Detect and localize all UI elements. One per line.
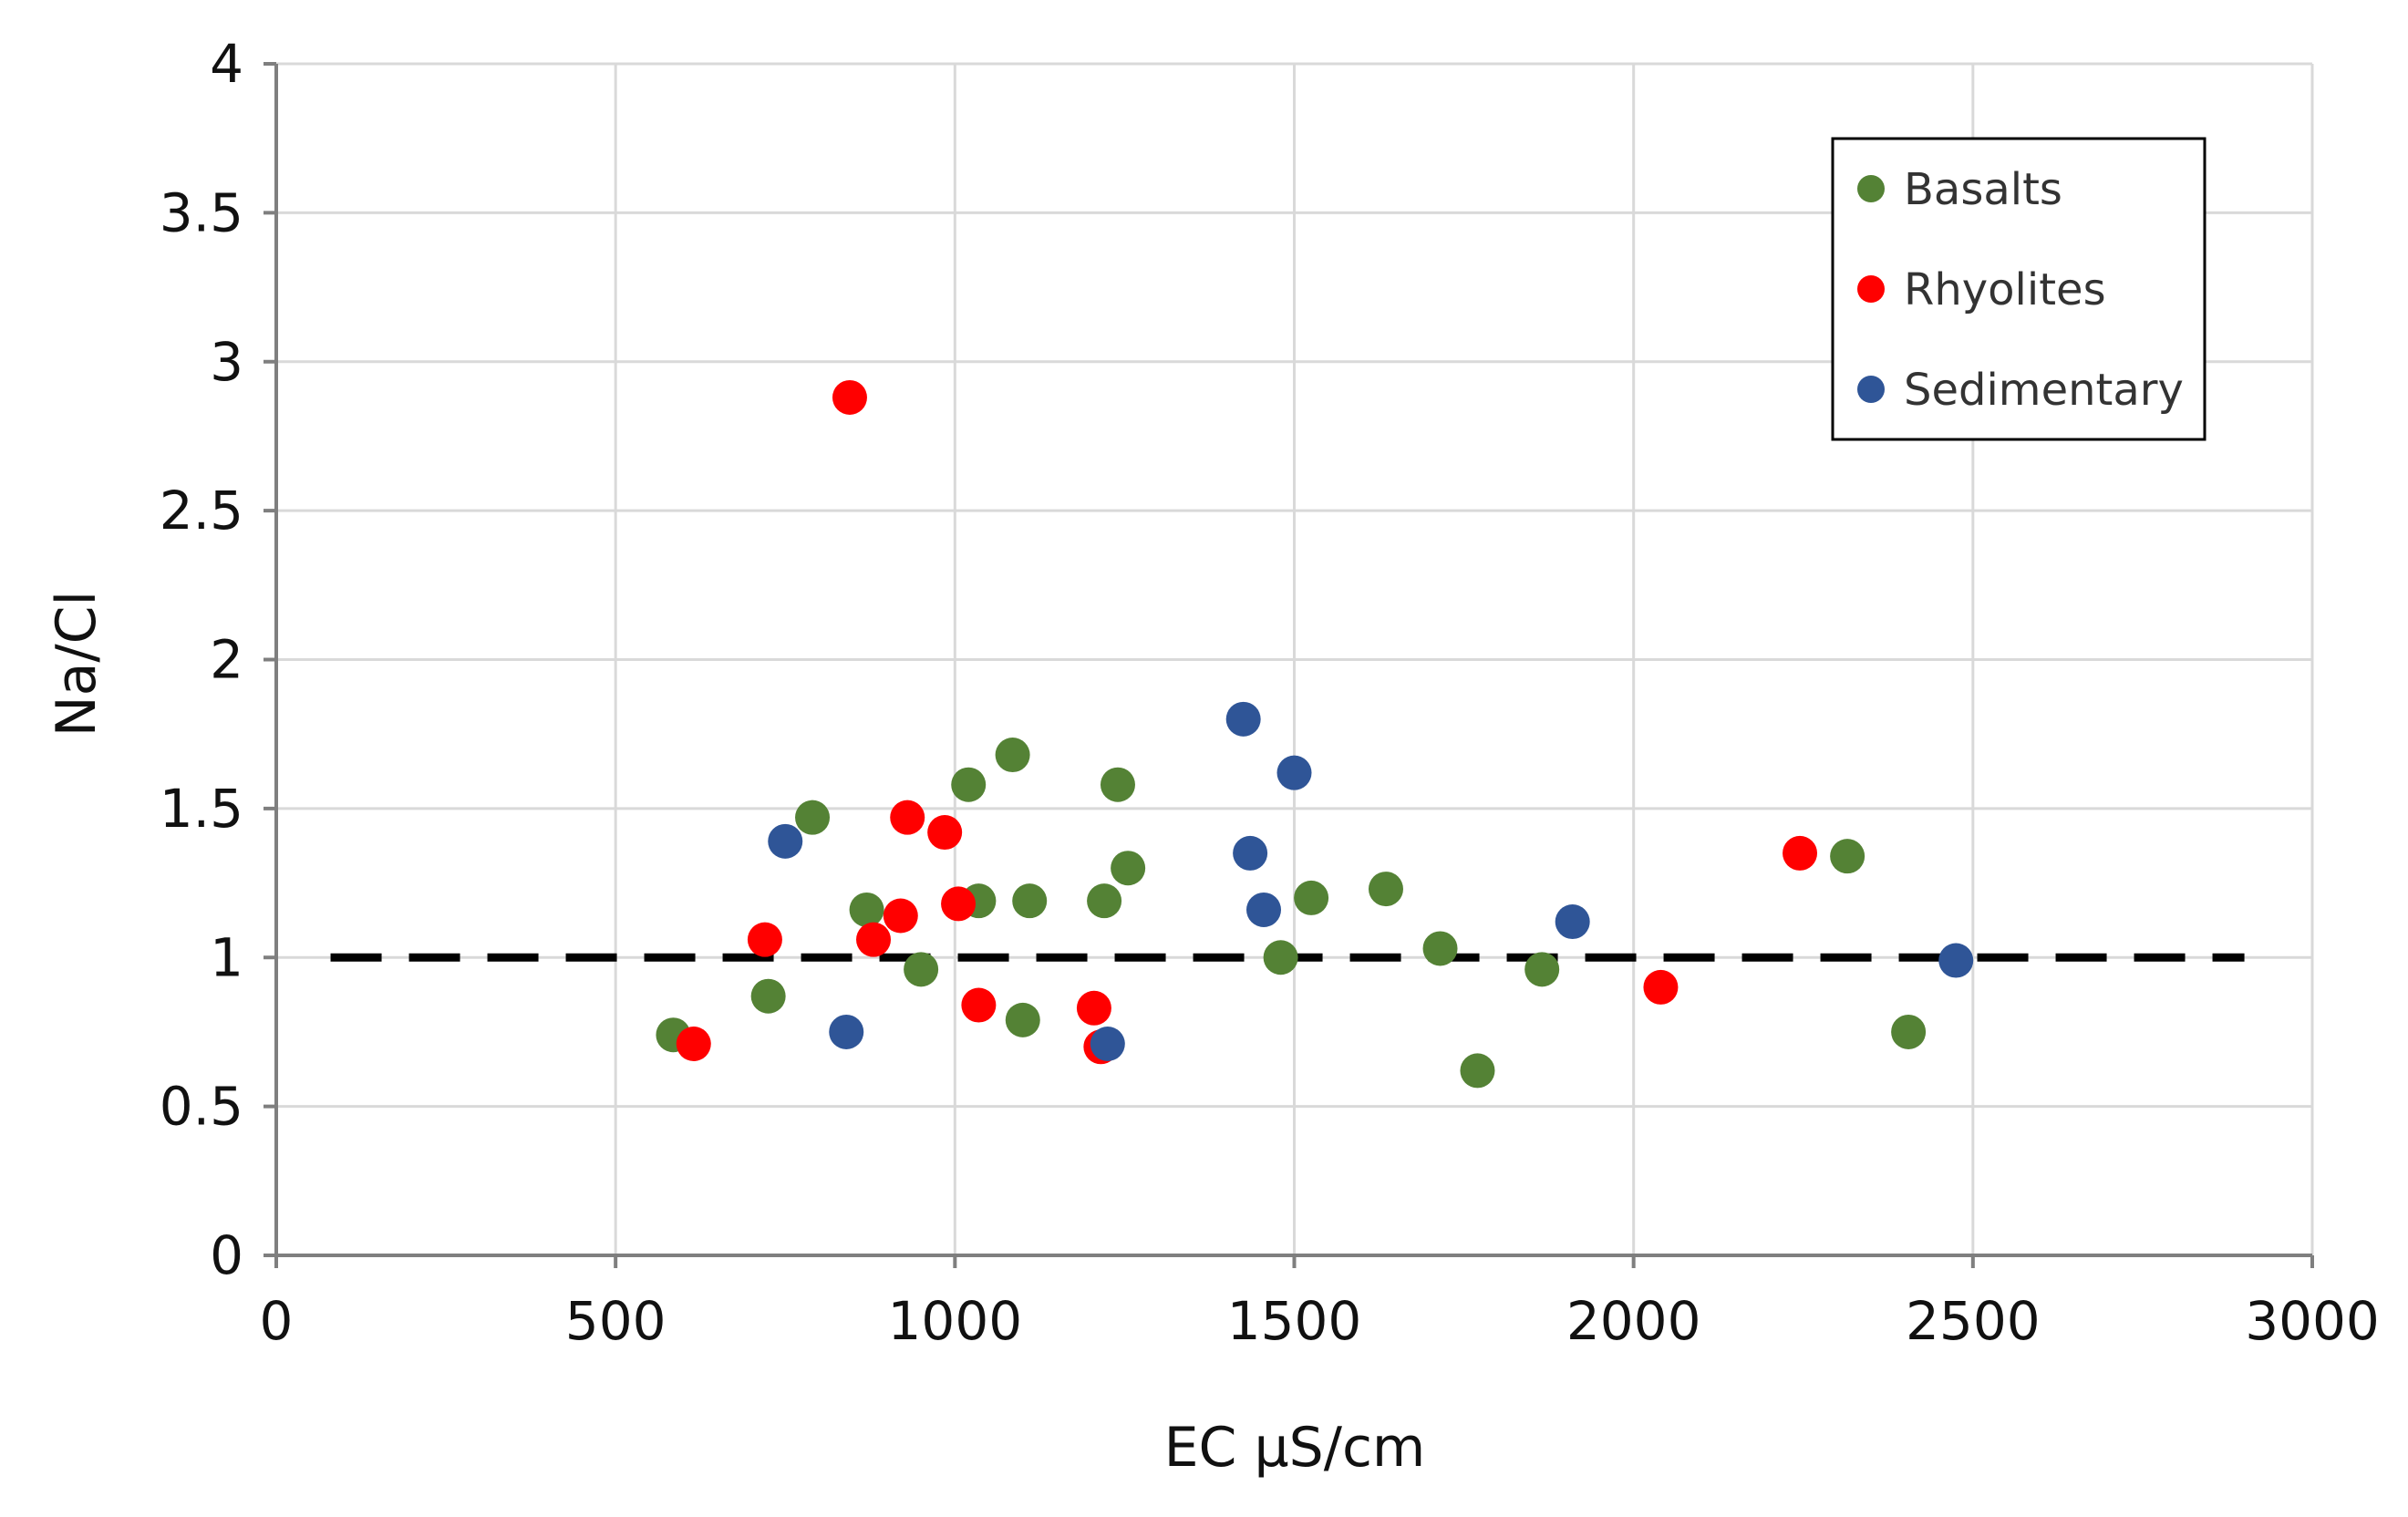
x-tick-label: 500 bbox=[565, 1290, 667, 1352]
x-tick-label: 0 bbox=[260, 1290, 294, 1352]
legend-box bbox=[1831, 137, 2206, 441]
basalts-point bbox=[1087, 883, 1122, 919]
rhyolites-point bbox=[832, 379, 867, 415]
legend-marker-basalts bbox=[1857, 175, 1885, 202]
rhyolites-point bbox=[676, 1027, 711, 1062]
sedimentary-point bbox=[1225, 701, 1261, 737]
y-tick-label: 0.5 bbox=[160, 1076, 243, 1138]
y-tick-label: 1.5 bbox=[160, 778, 243, 840]
rhyolites-point bbox=[856, 922, 892, 957]
basalts-point bbox=[1263, 940, 1298, 975]
x-tick-label: 2000 bbox=[1566, 1290, 1701, 1352]
x-tick-label: 1500 bbox=[1227, 1290, 1362, 1352]
basalts-point bbox=[795, 800, 831, 835]
sedimentary-point bbox=[829, 1014, 864, 1049]
basalts-point bbox=[1368, 872, 1403, 907]
rhyolites-point bbox=[747, 922, 782, 957]
data-points bbox=[656, 379, 1974, 1089]
legend-label-rhyolites: Rhyolites bbox=[1904, 264, 2106, 315]
rhyolites-point bbox=[1076, 990, 1111, 1026]
sedimentary-point bbox=[1090, 1027, 1125, 1062]
legend-marker-sedimentary bbox=[1857, 376, 1885, 403]
basalts-point bbox=[1830, 839, 1865, 874]
basalts-point bbox=[1524, 952, 1560, 987]
basalts-point bbox=[1294, 880, 1329, 915]
sedimentary-point bbox=[1938, 943, 1974, 978]
legend-label-sedimentary: Sedimentary bbox=[1904, 365, 2184, 416]
x-tick-label: 3000 bbox=[2245, 1290, 2380, 1352]
basalts-point bbox=[1100, 767, 1135, 802]
basalts-point bbox=[1460, 1053, 1495, 1089]
sedimentary-point bbox=[1233, 835, 1268, 871]
rhyolites-point bbox=[1783, 835, 1818, 871]
legend-label-basalts: Basalts bbox=[1904, 164, 2062, 215]
sedimentary-point bbox=[1246, 892, 1282, 927]
rhyolites-point bbox=[883, 898, 918, 934]
y-tick-label: 2 bbox=[210, 629, 243, 691]
y-tick-label: 3.5 bbox=[160, 181, 243, 243]
basalts-point bbox=[995, 738, 1030, 773]
basalts-point bbox=[951, 767, 987, 802]
basalts-point bbox=[1111, 851, 1146, 886]
x-axis-title: EC µS/cm bbox=[1164, 1416, 1426, 1480]
y-tick-label: 2.5 bbox=[160, 480, 243, 542]
rhyolites-point bbox=[941, 886, 977, 922]
basalts-point bbox=[1422, 931, 1458, 966]
rhyolites-point bbox=[890, 800, 925, 835]
y-axis-title: Na/Cl bbox=[45, 591, 109, 737]
y-tick-label: 3 bbox=[210, 331, 243, 393]
y-tick-label: 0 bbox=[210, 1224, 243, 1286]
x-tick-label: 2500 bbox=[1906, 1290, 2041, 1352]
sedimentary-point bbox=[1276, 755, 1312, 790]
basalts-point bbox=[1012, 883, 1048, 919]
y-tick-label: 1 bbox=[210, 926, 243, 988]
rhyolites-point bbox=[961, 987, 997, 1023]
sedimentary-point bbox=[1555, 904, 1590, 940]
x-tick-label: 1000 bbox=[888, 1290, 1023, 1352]
tick-labels: 0 500 1000 1500 2000 2500 3000 0 0.5 1 1.5 2 2.5 3 3.5… bbox=[160, 33, 2380, 1352]
basalts-point bbox=[1005, 1002, 1040, 1037]
basalts-point bbox=[904, 952, 939, 987]
legend: Basalts Rhyolites Sedimentary bbox=[1831, 137, 2206, 441]
y-tick-label: 4 bbox=[210, 33, 243, 95]
rhyolites-point bbox=[927, 815, 963, 851]
basalts-point bbox=[750, 978, 786, 1014]
legend-marker-rhyolites bbox=[1857, 275, 1885, 303]
axes bbox=[264, 62, 2314, 1268]
basalts-point bbox=[849, 892, 884, 927]
sedimentary-point bbox=[768, 823, 803, 859]
basalts-point bbox=[1891, 1014, 1927, 1049]
rhyolites-point bbox=[1643, 969, 1679, 1005]
